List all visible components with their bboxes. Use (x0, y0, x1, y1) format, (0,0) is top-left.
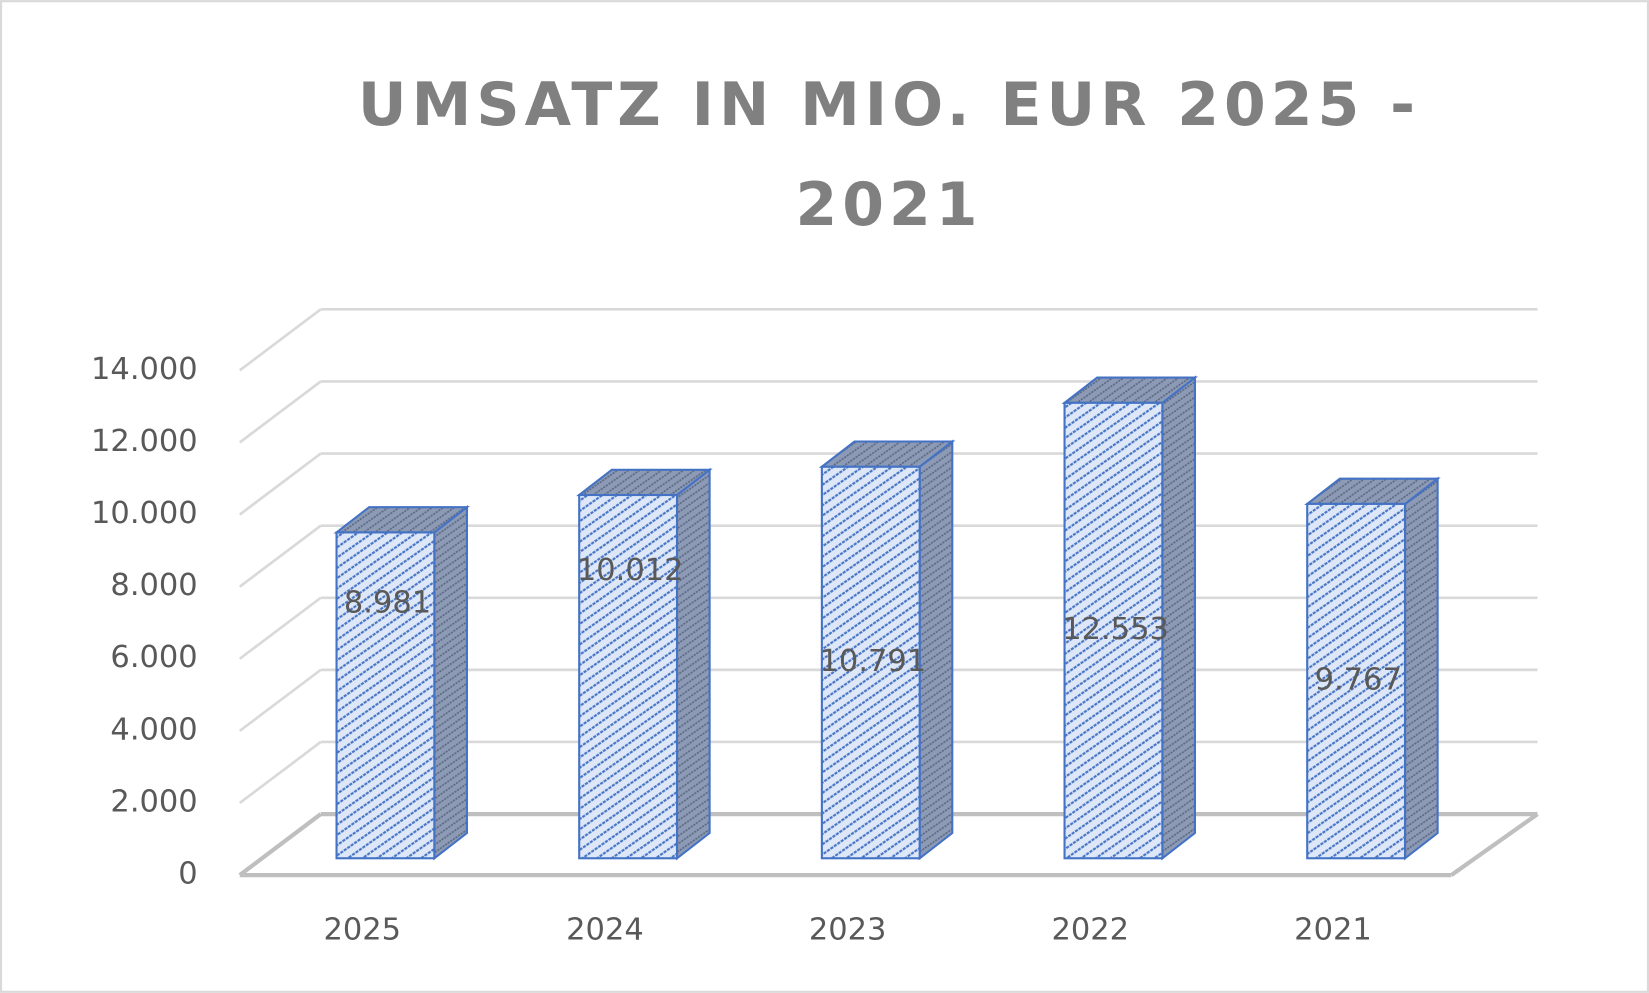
grid-line-side (238, 524, 322, 588)
bar-side (433, 505, 468, 861)
grid-line-side (238, 380, 322, 444)
value-label: 10.791 (820, 644, 927, 679)
grid-line-side (238, 452, 322, 516)
bar-group: 10.012 2024 (566, 467, 713, 947)
grid-line-side (238, 812, 323, 877)
grid-line-side (238, 668, 322, 732)
x-tick-label: 2023 (809, 912, 887, 947)
y-tick-label: 10.000 (91, 496, 198, 531)
x-tick-label: 2024 (566, 912, 644, 947)
grid-line-side (238, 740, 322, 805)
bar (578, 493, 679, 860)
x-tick-label: 2025 (323, 912, 401, 947)
y-tick-label: 0 (178, 857, 197, 892)
y-tick-label: 8.000 (110, 568, 197, 603)
bar-group: 9.767 2021 (1294, 476, 1441, 947)
bar-group: 12.553 2022 (1052, 375, 1199, 947)
y-tick-label: 14.000 (91, 352, 198, 387)
y-tick-label: 12.000 (91, 424, 198, 459)
bar (335, 531, 436, 860)
x-tick-label: 2021 (1294, 912, 1372, 947)
value-label: 8.981 (344, 586, 431, 621)
value-label: 10.012 (577, 553, 684, 588)
grid-line-side (238, 596, 322, 660)
bar-group: 8.981 2025 (323, 505, 471, 947)
value-label: 12.553 (1062, 612, 1169, 647)
bar-group: 10.791 2023 (809, 439, 956, 947)
bar (1306, 502, 1407, 860)
floor-line (1450, 812, 1539, 877)
x-tick-label: 2022 (1052, 912, 1130, 947)
bar (1063, 401, 1164, 860)
y-tick-label: 2.000 (110, 784, 197, 819)
grid-line-side (238, 308, 322, 372)
chart-title: UMSATZ IN MIO. EUR 2025 - 2021 (357, 70, 1421, 240)
y-tick-label: 4.000 (110, 712, 197, 747)
y-tick-label: 6.000 (110, 640, 197, 675)
bars: 8.981 2025 10.012 2024 10.791 2023 12.553 2022 9… (323, 375, 1441, 947)
bar (820, 465, 921, 860)
bar-side (1403, 476, 1439, 861)
bar-side (675, 467, 711, 861)
value-label: 9.767 (1315, 663, 1402, 698)
